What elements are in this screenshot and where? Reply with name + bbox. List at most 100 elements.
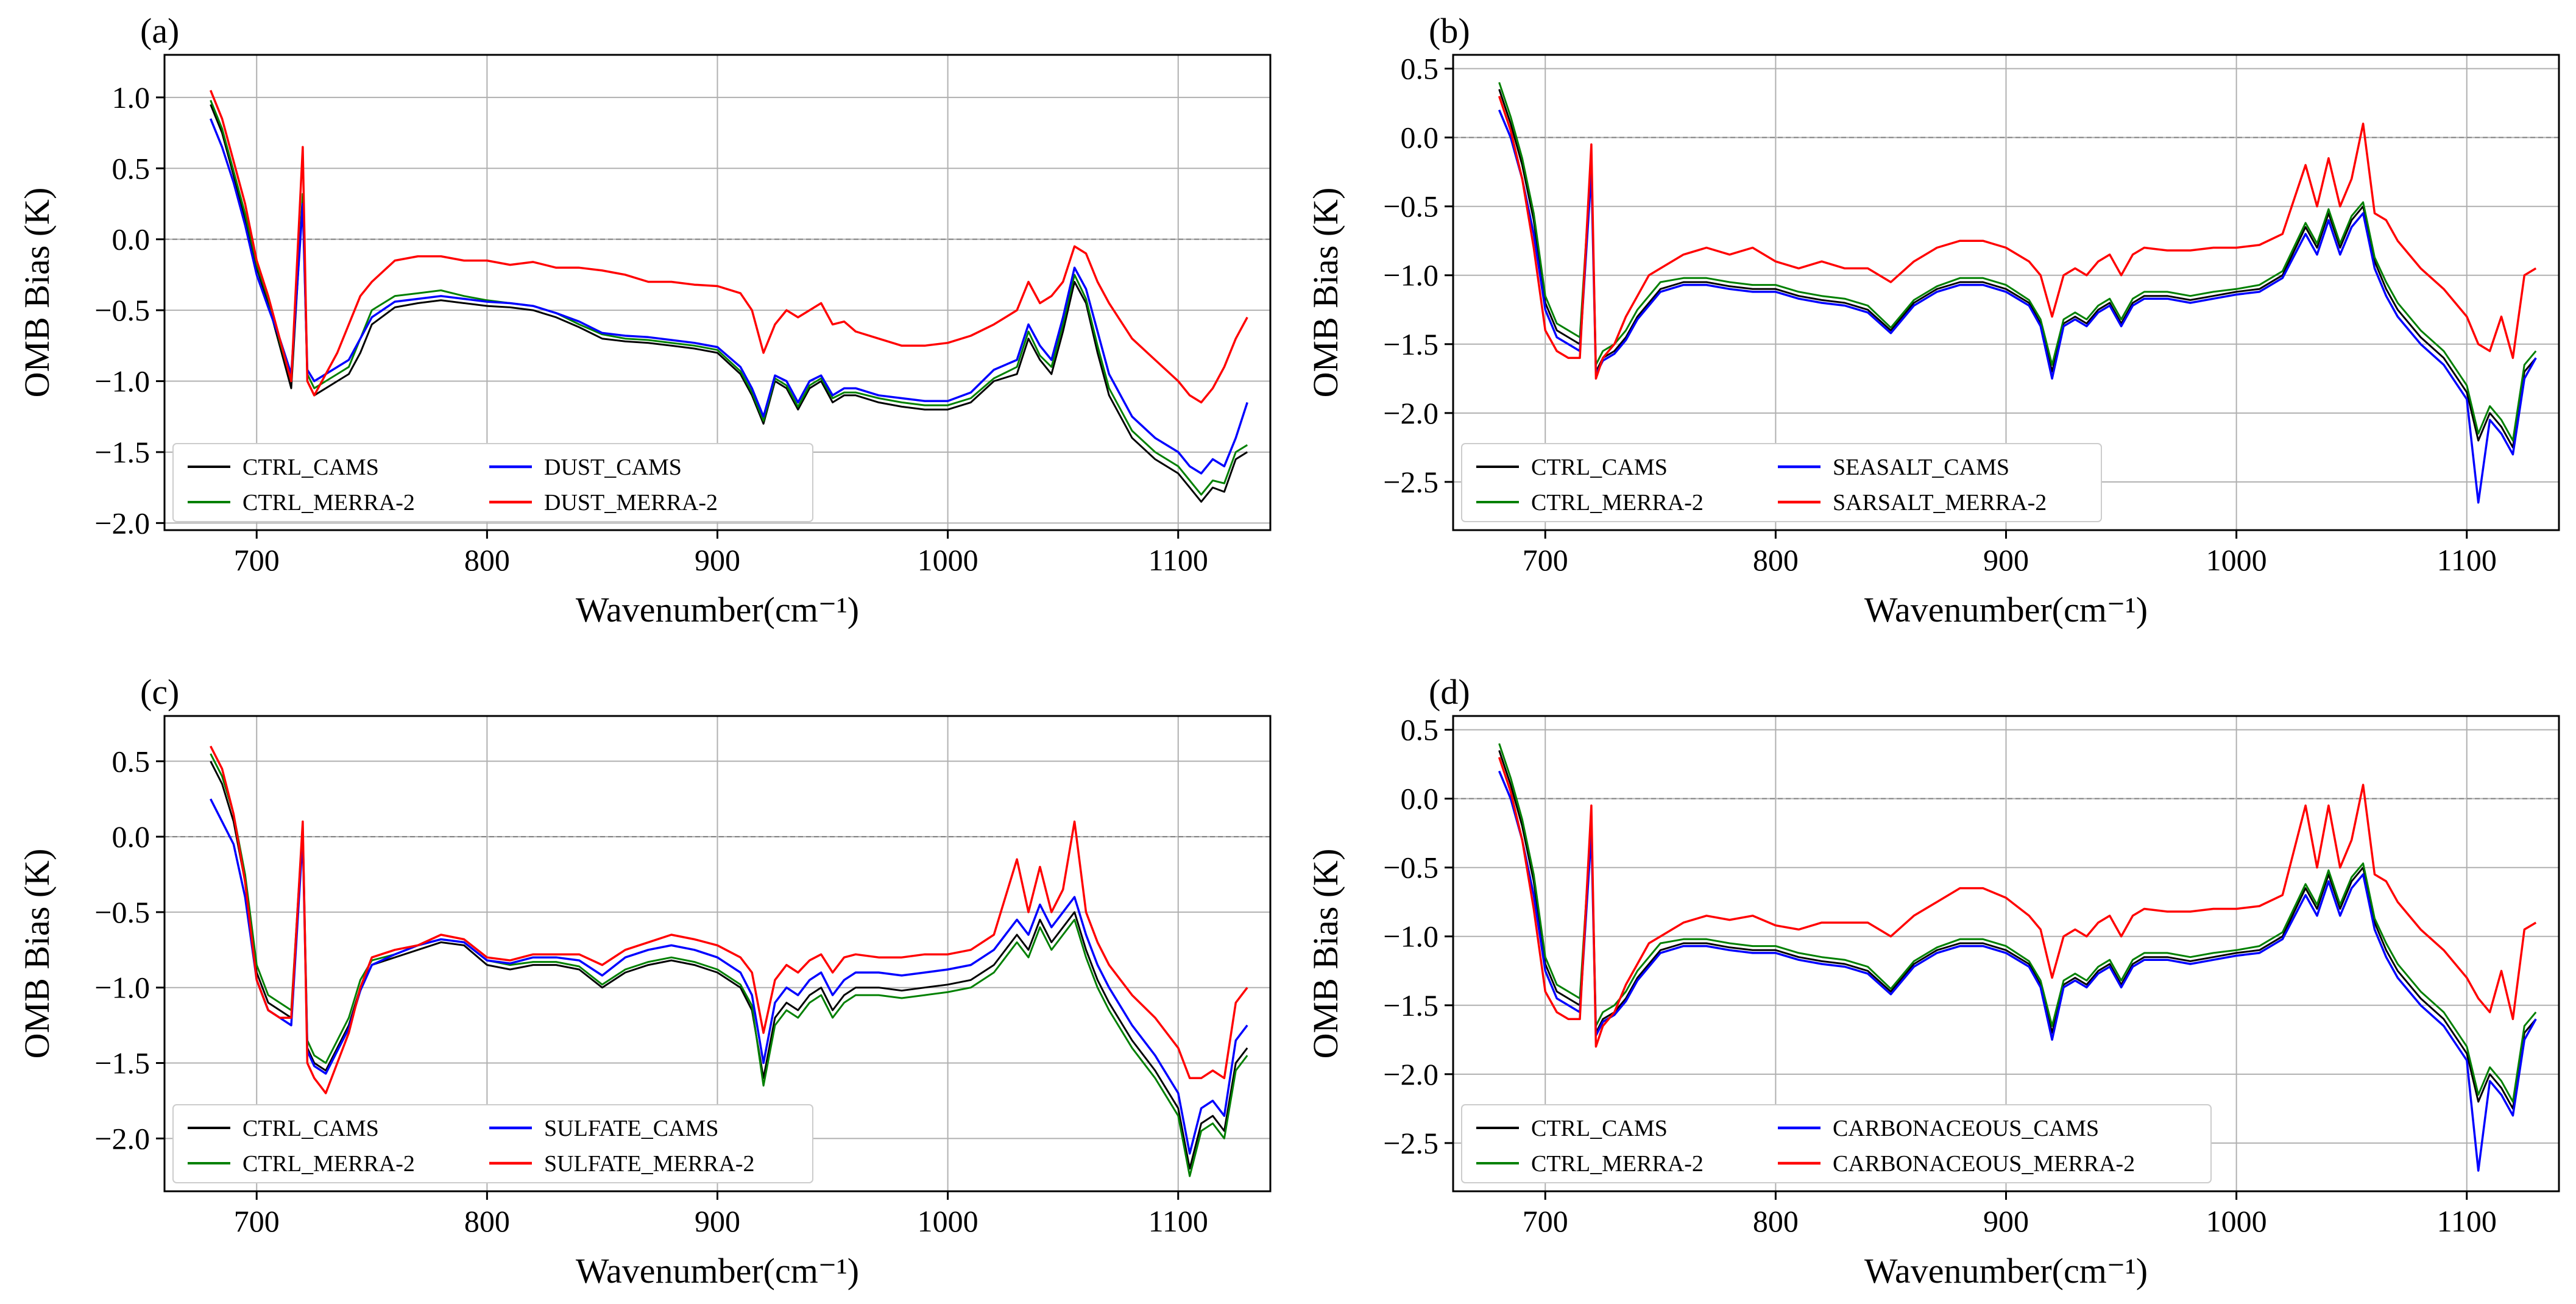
legend-label: CTRL_MERRA-2 <box>1531 490 1704 516</box>
legend-label: DUST_MERRA-2 <box>544 490 718 516</box>
y-tick-label: −0.5 <box>1383 190 1438 224</box>
legend-label: SULFATE_MERRA-2 <box>544 1151 755 1177</box>
x-tick-label: 1100 <box>1148 543 1208 577</box>
y-tick-label: −2.0 <box>1383 1057 1438 1091</box>
legend-label: CTRL_CAMS <box>1531 1116 1668 1141</box>
panel-label: (b) <box>1429 11 1470 51</box>
x-tick-label: 700 <box>234 543 280 577</box>
x-axis-title: Wavenumber(cm⁻¹) <box>1864 1251 2148 1291</box>
x-tick-label: 1000 <box>918 543 978 577</box>
y-tick-label: 1.0 <box>112 80 150 115</box>
y-tick-label: −2.5 <box>1383 1126 1438 1160</box>
y-axis-title: OMB Bias (K) <box>1306 849 1345 1059</box>
y-tick-label: 0.5 <box>1401 713 1439 747</box>
x-tick-label: 900 <box>1983 1204 2029 1238</box>
legend: CTRL_CAMS CTRL_MERRA-2 SULFATE_CAMS SULFATE… <box>172 1104 813 1183</box>
y-tick-label: −0.5 <box>94 895 150 929</box>
x-tick-label: 1000 <box>918 1204 978 1238</box>
panel-label: (c) <box>140 672 179 712</box>
y-axis-title: OMB Bias (K) <box>17 849 57 1059</box>
panel-3: 700 800 900 1000 1100 −2.0 −1.5 −1.0 −0.5 0.0 0.5 W… <box>17 672 1272 1291</box>
x-tick-label: 800 <box>464 1204 510 1238</box>
legend-box <box>1461 443 2102 522</box>
legend-label: CARBONACEOUS_CAMS <box>1833 1116 2099 1141</box>
legend-label: CTRL_MERRA-2 <box>242 490 415 516</box>
y-tick-label: −0.5 <box>94 293 150 327</box>
legend-box <box>172 443 813 522</box>
series-line-ctrl_merra-2 <box>210 99 1248 496</box>
x-tick-label: 800 <box>1753 543 1799 577</box>
y-tick-label: −2.0 <box>1383 396 1438 430</box>
x-tick-label: 800 <box>464 543 510 577</box>
legend-label: CTRL_CAMS <box>1531 455 1668 480</box>
series-group <box>1498 82 2537 504</box>
legend-label: CARBONACEOUS_MERRA-2 <box>1833 1151 2135 1177</box>
x-tick-label: 800 <box>1753 1204 1799 1238</box>
y-axis-title: OMB Bias (K) <box>17 188 57 398</box>
series-group <box>1498 743 2537 1172</box>
legend-label: CTRL_CAMS <box>242 1116 379 1141</box>
series-line-dust_cams <box>209 118 1248 475</box>
y-tick-label: 0.0 <box>112 820 150 854</box>
x-axis-title: Wavenumber(cm⁻¹) <box>576 590 859 629</box>
legend-label: CTRL_MERRA-2 <box>242 1151 415 1177</box>
y-tick-label: −0.5 <box>1383 851 1438 885</box>
y-tick-label: 0.5 <box>112 151 150 185</box>
y-tick-label: 0.0 <box>112 222 150 257</box>
x-tick-label: 1100 <box>2437 543 2497 577</box>
panel-label: (a) <box>140 11 179 51</box>
x-tick-label: 1100 <box>1148 1204 1208 1238</box>
y-tick-label: −1.0 <box>1383 258 1438 292</box>
x-tick-label: 900 <box>1983 543 2029 577</box>
legend: CTRL_CAMS CTRL_MERRA-2 CARBONACEOUS_CAMS CA… <box>1461 1104 2212 1183</box>
legend-box <box>172 1104 813 1183</box>
series-group <box>209 90 1248 503</box>
y-tick-label: −1.5 <box>1383 327 1438 361</box>
panel-1: 700 800 900 1000 1100 −2.0 −1.5 −1.0 −0.5 0.0 0.5 1… <box>17 11 1272 629</box>
x-axis-title: Wavenumber(cm⁻¹) <box>1864 590 2148 629</box>
x-axis-title: Wavenumber(cm⁻¹) <box>576 1251 859 1291</box>
x-tick-label: 700 <box>1523 543 1568 577</box>
legend: CTRL_CAMS CTRL_MERRA-2 DUST_CAMS DUST_MERRA… <box>172 443 813 522</box>
series-line-dust_merra-2 <box>209 90 1248 404</box>
y-axis-title: OMB Bias (K) <box>1306 188 1345 398</box>
y-tick-label: −2.0 <box>94 1121 150 1155</box>
legend-label: CTRL_MERRA-2 <box>1531 1151 1704 1177</box>
series-line-ctrl_merra-2 <box>210 753 1248 1177</box>
panel-4: 700 800 900 1000 1100 −2.5 −2.0 −1.5 −1.0 −0.5 0.0… <box>1306 672 2560 1291</box>
series-line-sarsalt_merra-2 <box>1498 96 2537 380</box>
y-tick-label: −1.5 <box>94 1046 150 1080</box>
series-group <box>210 745 1248 1177</box>
legend-label: SEASALT_CAMS <box>1833 455 2009 480</box>
x-tick-label: 1000 <box>2206 543 2267 577</box>
legend-label: CTRL_CAMS <box>242 455 379 480</box>
y-tick-label: −1.0 <box>1383 920 1438 954</box>
series-line-carbonaceous_merra-2 <box>1498 757 2537 1048</box>
series-line-seasalt_cams <box>1498 109 2537 504</box>
y-tick-label: 0.5 <box>1401 52 1439 86</box>
x-tick-label: 1100 <box>2437 1204 2497 1238</box>
x-tick-label: 1000 <box>2206 1204 2267 1238</box>
legend-box <box>1461 1104 2212 1183</box>
series-line-ctrl_merra-2 <box>1498 82 2537 442</box>
y-tick-label: −2.0 <box>94 506 150 540</box>
legend-label: SULFATE_CAMS <box>544 1116 718 1141</box>
legend-label: DUST_CAMS <box>544 455 682 480</box>
y-tick-label: −2.5 <box>1383 465 1438 499</box>
y-tick-label: −1.5 <box>94 435 150 469</box>
legend-label: SARSALT_MERRA-2 <box>1833 490 2047 516</box>
panel-label: (d) <box>1429 672 1470 712</box>
y-tick-label: −1.0 <box>94 364 150 399</box>
series-line-ctrl_merra-2 <box>1498 743 2537 1103</box>
y-tick-label: −1.5 <box>1383 988 1438 1022</box>
y-tick-label: 0.5 <box>112 744 150 778</box>
panel-2: 700 800 900 1000 1100 −2.5 −2.0 −1.5 −1.0 −0.5 0.0… <box>1306 11 2560 629</box>
series-line-ctrl_cams <box>210 104 1248 503</box>
y-tick-label: 0.0 <box>1401 121 1439 155</box>
legend: CTRL_CAMS CTRL_MERRA-2 SEASALT_CAMS SARSALT… <box>1461 443 2102 522</box>
series-line-sulfate_merra-2 <box>210 745 1248 1094</box>
x-tick-label: 900 <box>695 1204 740 1238</box>
y-tick-label: −1.0 <box>94 971 150 1005</box>
x-tick-label: 700 <box>1523 1204 1568 1238</box>
